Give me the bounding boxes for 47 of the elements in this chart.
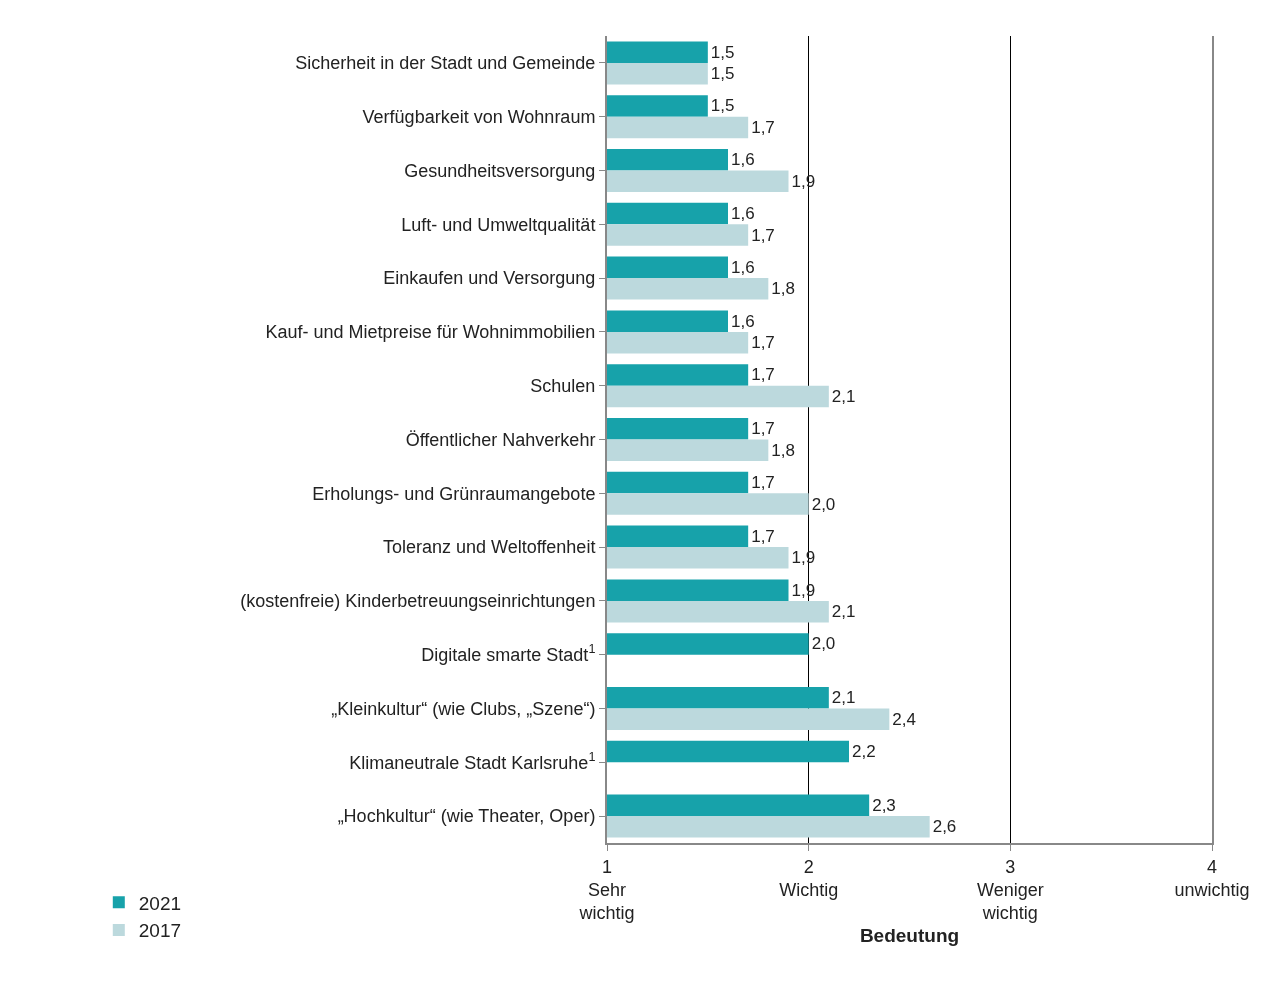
x-tick-label: 2 Wichtig [779,856,839,900]
y-tick-label: Luft- und Umweltqualität [401,214,596,235]
data-label: 2,6 [932,817,957,837]
data-label: 2,1 [831,602,856,622]
legend-label: 2017 [138,920,182,942]
x-axis-title: Bedeutung [859,924,960,946]
data-label: 1,6 [731,311,755,331]
y-tick-label: Schulen [530,376,596,396]
data-label: 1,7 [751,225,775,245]
legend-label: 2021 [138,892,182,914]
data-label: 1,8 [771,279,795,299]
data-label: 2,1 [831,386,856,406]
data-label: 2,0 [811,634,836,654]
y-tick-label: Verfügbarkeit von Wohnraum [362,107,596,127]
y-tick-label: „Kleinkultur“ (wie Clubs, „Szene“) [331,698,596,719]
y-tick-label: Digitale smarte Stadt$^{1}$ [421,642,596,665]
y-tick-label: Erholungs- und Grünraumangebote [312,483,596,504]
data-label: 1,6 [731,150,755,170]
data-label: 2,1 [831,688,856,708]
y-tick-label: Gesundheitsversorgung [404,160,596,181]
y-tick-label: Öffentlicher Nahverkehr [405,429,596,450]
y-tick-label: Toleranz und Weltoffenheit [382,537,596,558]
y-tick-label: Klimaneutrale Stadt Karlsruhe$^{1}$ [349,750,596,773]
data-label: 1,6 [731,257,755,277]
data-label: 1,6 [731,204,755,224]
data-label: 1,7 [751,117,775,137]
data-label: 2,4 [892,709,916,729]
data-label: 1,5 [710,64,735,84]
data-label: 2,3 [872,795,896,815]
data-label: 1,7 [751,333,775,353]
y-tick-label: (kostenfreie) Kinderbetreuungseinrichtungen [240,591,596,612]
data-label: 1,7 [751,419,775,439]
data-label: 1,5 [710,42,735,62]
data-label: 1,7 [751,365,775,385]
x-tick-label: 1 Sehr wichtig [578,856,635,924]
y-tick-label: „Hochkultur“ (wie Theater, Oper) [337,806,596,827]
data-label: 1,7 [751,526,775,546]
x-tick-label: 4 unwichtig [1174,856,1250,900]
y-tick-label: Sicherheit in der Stadt und Gemeinde [295,53,596,74]
y-tick-label: Kauf- und Mietpreise für Wohnimmobilien [265,322,596,343]
data-label: 1,7 [751,473,775,493]
data-label: 1,8 [771,440,795,460]
data-label: 2,2 [852,742,876,762]
data-label: 2,0 [811,494,836,514]
y-tick-label: Einkaufen und Versorgung [383,268,596,289]
x-tick-label: 3 Weniger wichtig [976,856,1044,924]
data-label: 1,5 [710,96,735,116]
